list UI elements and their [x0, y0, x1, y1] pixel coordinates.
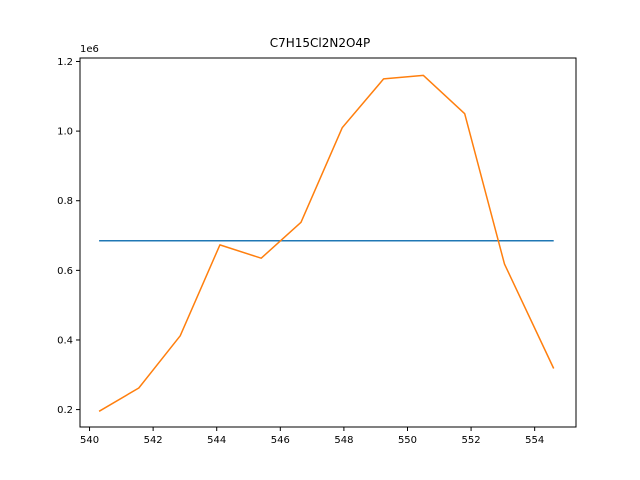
chart-title: C7H15Cl2N2O4P — [270, 36, 371, 50]
x-tick-label: 542 — [144, 435, 163, 446]
x-tick-label: 550 — [398, 435, 417, 446]
x-axis-ticks: 540 542 544 546 548 550 552 554 — [80, 427, 544, 446]
y-tick-label: 0.2 — [57, 405, 73, 416]
x-tick-label: 548 — [334, 435, 353, 446]
y-axis-offset-label: 1e6 — [80, 44, 99, 55]
y-axis-ticks: 0.2 0.4 0.6 0.8 1.0 1.2 — [57, 57, 80, 416]
y-tick-label: 1.2 — [57, 57, 73, 68]
x-tick-label: 554 — [525, 435, 544, 446]
x-tick-label: 544 — [207, 435, 226, 446]
x-tick-label: 540 — [80, 435, 99, 446]
plot-frame — [79, 57, 577, 428]
x-tick-label: 552 — [462, 435, 481, 446]
x-tick-label: 546 — [271, 435, 290, 446]
y-tick-label: 0.8 — [57, 196, 73, 207]
y-tick-label: 1.0 — [57, 127, 73, 138]
y-tick-label: 0.6 — [57, 266, 73, 277]
y-tick-label: 0.4 — [57, 335, 73, 346]
series-line-2 — [98, 74, 555, 412]
series-layer — [98, 74, 555, 412]
